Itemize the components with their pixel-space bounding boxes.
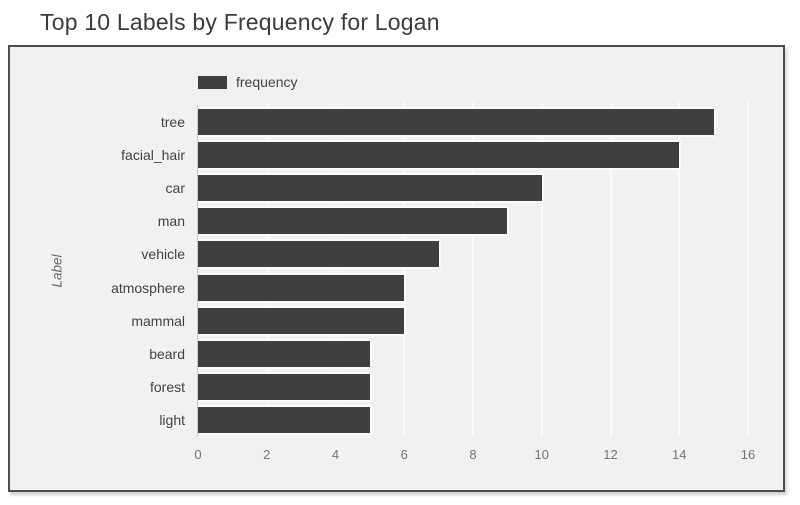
category-label: vehicle bbox=[141, 246, 185, 263]
x-tick-label: 12 bbox=[603, 447, 618, 462]
gridline bbox=[265, 102, 268, 437]
bar bbox=[198, 239, 441, 270]
category-label: tree bbox=[160, 113, 185, 130]
x-tick-label: 2 bbox=[263, 447, 271, 462]
bar-row: light bbox=[159, 404, 784, 437]
gridline bbox=[540, 102, 543, 437]
gridline bbox=[334, 102, 337, 437]
gridline bbox=[678, 102, 681, 437]
bar-row: mammal bbox=[131, 304, 784, 337]
category-label: atmosphere bbox=[111, 279, 185, 296]
legend-swatch bbox=[198, 75, 227, 89]
bar bbox=[198, 372, 372, 403]
bar bbox=[198, 405, 372, 436]
x-tick-label: 4 bbox=[331, 447, 340, 462]
gridline bbox=[403, 102, 406, 437]
bar-row: forest bbox=[150, 371, 784, 404]
gridline bbox=[472, 102, 474, 437]
gridline bbox=[609, 102, 612, 437]
bar bbox=[198, 106, 716, 137]
bar-row: tree bbox=[161, 105, 784, 138]
bar bbox=[198, 139, 682, 170]
chart-panel: frequency Label 0 2 4 6 8 10 12 14 16 tree facial_… bbox=[8, 45, 785, 492]
bar-row: facial_hair bbox=[121, 138, 784, 171]
x-tick-label: 10 bbox=[534, 447, 549, 462]
x-tick-label: 16 bbox=[740, 447, 756, 462]
bar-row: vehicle bbox=[141, 238, 784, 271]
x-tick-label: 6 bbox=[400, 447, 408, 462]
legend: frequency bbox=[198, 74, 297, 90]
bar-row: man bbox=[158, 205, 784, 238]
bar-row: beard bbox=[149, 337, 784, 370]
category-label: light bbox=[159, 412, 185, 429]
bar bbox=[198, 338, 372, 369]
legend-label: frequency bbox=[236, 74, 298, 90]
bar-row: atmosphere bbox=[111, 271, 784, 304]
category-label: beard bbox=[149, 345, 185, 362]
bar bbox=[198, 172, 544, 203]
category-label: mammal bbox=[131, 312, 185, 329]
bar bbox=[198, 206, 510, 237]
category-label: facial_hair bbox=[121, 146, 185, 163]
x-tick-label: 14 bbox=[672, 447, 687, 462]
category-label: man bbox=[157, 213, 185, 230]
category-label: car bbox=[165, 179, 185, 196]
gridline bbox=[747, 102, 749, 437]
bar bbox=[198, 272, 407, 303]
category-label: forest bbox=[149, 379, 185, 396]
chart-title: Top 10 Labels by Frequency for Logan bbox=[40, 9, 440, 35]
x-tick-label: 0 bbox=[194, 447, 202, 462]
bar-row: car bbox=[166, 171, 784, 204]
bar bbox=[198, 305, 407, 336]
x-tick-label: 8 bbox=[469, 447, 477, 462]
y-axis-title: Label bbox=[49, 254, 65, 288]
